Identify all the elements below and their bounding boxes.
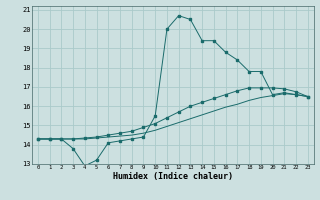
X-axis label: Humidex (Indice chaleur): Humidex (Indice chaleur)	[113, 172, 233, 181]
